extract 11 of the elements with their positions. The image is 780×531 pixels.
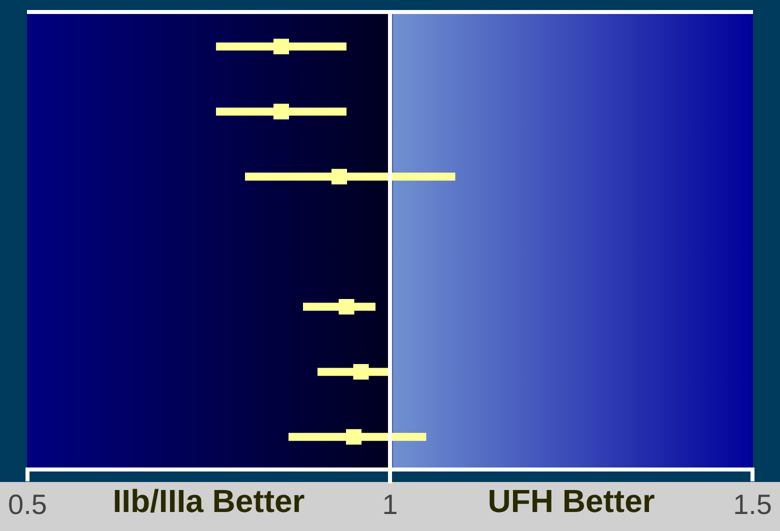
point (346, 429, 362, 445)
point (353, 364, 369, 380)
x-tick-label: 1 (382, 488, 398, 520)
x-tick-label: 0.5 (8, 488, 47, 520)
point (338, 298, 354, 315)
point (273, 104, 290, 120)
x-tick-label: 1.5 (733, 488, 772, 520)
text: IIb/IIIa Better (112, 482, 305, 519)
point (273, 38, 290, 54)
text: UFH Better (488, 482, 655, 519)
point (331, 168, 348, 184)
